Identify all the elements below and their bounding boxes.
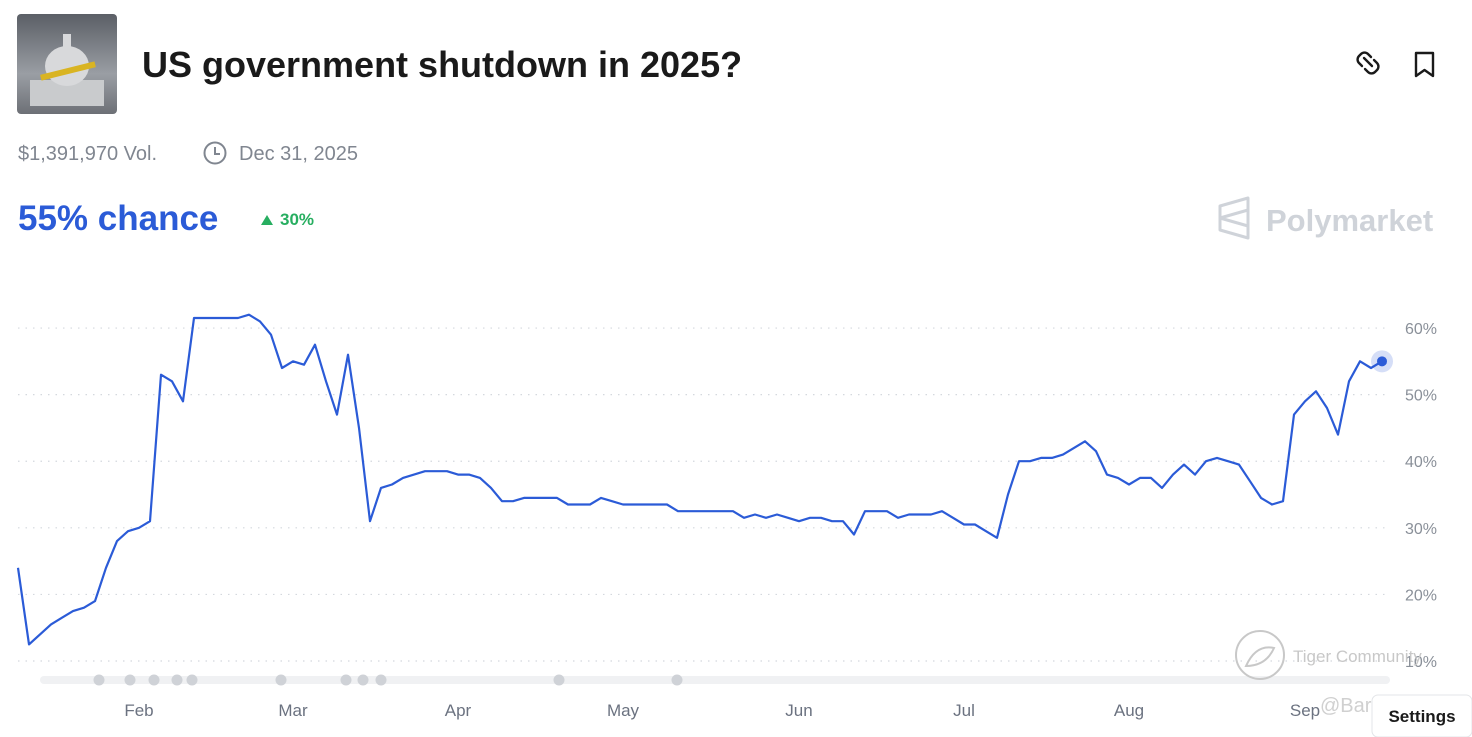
y-tick-label: 20% — [1405, 587, 1437, 604]
y-tick-label: 40% — [1405, 454, 1437, 471]
watermark-logo — [1235, 630, 1285, 680]
y-tick-label: 50% — [1405, 388, 1437, 405]
x-tick-label: Aug — [1114, 701, 1144, 720]
volume: $1,391,970 Vol. — [18, 143, 157, 165]
market-thumbnail — [17, 14, 117, 114]
settings-button[interactable]: Settings — [1371, 694, 1472, 737]
copy-link-button[interactable] — [1356, 51, 1380, 75]
clock-icon — [203, 141, 227, 165]
x-tick-label: Mar — [278, 701, 308, 720]
x-tick-label: Apr — [445, 701, 472, 720]
y-tick-label: 10% — [1405, 654, 1437, 671]
settings-label: Settings — [1388, 707, 1455, 726]
timeline-track — [40, 674, 1390, 686]
x-tick-label: Sep — [1290, 701, 1320, 720]
end-date: Dec 31, 2025 — [239, 143, 358, 165]
y-tick-label: 60% — [1405, 321, 1437, 338]
change: 30% — [280, 210, 314, 229]
market-title: US government shutdown in 2025? — [142, 44, 742, 85]
current-point — [1377, 356, 1387, 367]
x-tick-label: Jul — [953, 701, 975, 720]
chance: 55% chance — [18, 199, 218, 238]
bookmark-button[interactable] — [1414, 51, 1435, 78]
price-line — [16, 313, 1383, 646]
y-tick-label: 30% — [1405, 521, 1437, 538]
x-tick-label: May — [607, 701, 640, 720]
x-tick-label: Feb — [124, 701, 153, 720]
brand-name: Polymarket — [1266, 203, 1433, 238]
brand-logo — [1218, 196, 1250, 240]
x-tick-label: Jun — [785, 701, 812, 720]
watermark-text: Tiger Community — [1293, 647, 1422, 666]
change-arrow — [261, 215, 273, 225]
plot: 10% 20% 30% 40% 50% 60% Feb Mar Apr May Jun Jul Aug S… — [16, 313, 1437, 720]
